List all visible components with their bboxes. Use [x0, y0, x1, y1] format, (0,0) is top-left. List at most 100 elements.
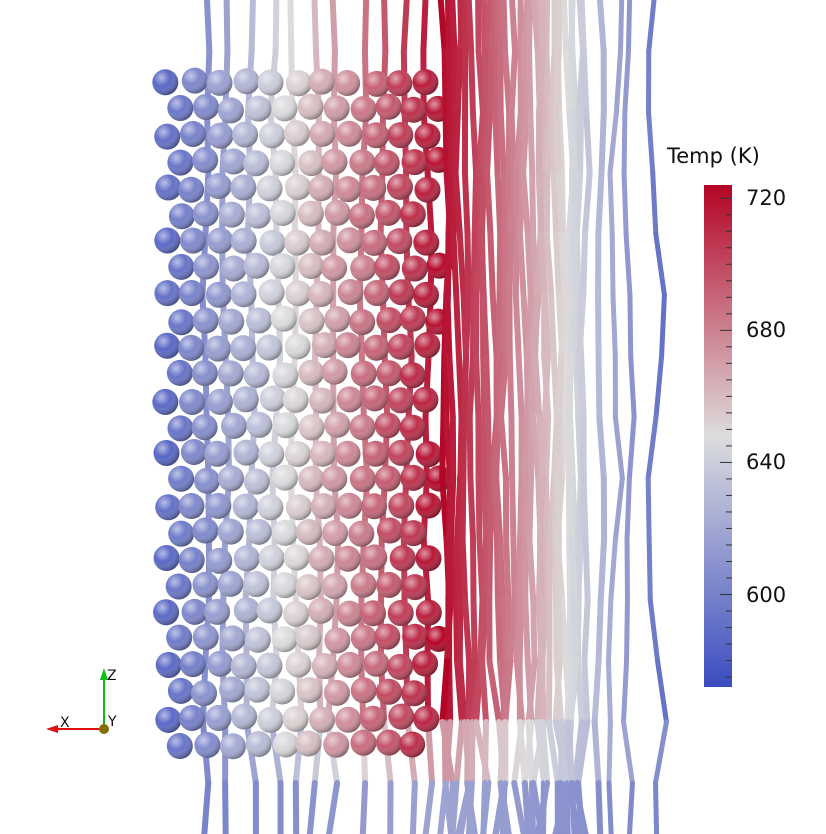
particle-sphere: [243, 468, 270, 495]
particle-sphere: [178, 547, 205, 574]
particle-sphere: [323, 679, 350, 706]
streamline-segment: [464, 719, 472, 786]
streamline-segment: [475, 48, 486, 115]
streamline-segment: [518, 536, 525, 603]
particle-sphere: [269, 678, 296, 705]
particle-sphere: [205, 173, 232, 200]
particle-sphere: [179, 651, 206, 678]
particle-sphere: [362, 440, 389, 467]
streamlines-front: [437, 0, 669, 834]
particle-sphere: [256, 175, 283, 202]
particle-sphere: [206, 388, 233, 415]
streamline-segment: [465, 780, 475, 834]
streamline-segment: [441, 48, 449, 115]
streamline-segment: [532, 353, 543, 420]
streamline-segment: [464, 231, 472, 298]
streamline-segment: [548, 292, 557, 359]
streamline-segment: [529, 170, 537, 237]
streamline-segment: [613, 48, 624, 115]
particle-sphere: [285, 651, 312, 678]
particle-sphere: [375, 678, 402, 705]
streamline-segment: [459, 536, 469, 603]
particle-sphere: [152, 388, 179, 415]
streamline-segment: [481, 719, 489, 786]
streamline-segment: [449, 0, 458, 54]
streamline-segment: [536, 475, 546, 542]
particle-sphere: [376, 517, 403, 544]
streamline-segment: [531, 0, 541, 54]
particle-sphere: [204, 440, 231, 467]
colorbar-tick-label: 640: [746, 450, 787, 475]
streamline-segment: [452, 597, 461, 664]
streamline-segment: [608, 536, 618, 603]
streamline-segment: [534, 719, 547, 786]
particle-sphere: [413, 281, 440, 308]
particle-sphere: [179, 120, 206, 147]
streamline-segment: [515, 353, 525, 420]
streamline-segment: [486, 658, 502, 725]
particle-sphere: [271, 95, 298, 122]
particle-sphere: [388, 279, 415, 306]
particle-sphere: [168, 203, 195, 230]
streamline-segment: [504, 597, 512, 664]
particle-sphere: [285, 280, 312, 307]
particle-sphere: [217, 465, 244, 492]
streamline-segment: [326, 780, 341, 834]
particle-sphere: [414, 332, 441, 359]
particle-sphere: [218, 308, 245, 335]
streamline-segment: [568, 292, 578, 359]
particle-sphere: [350, 729, 377, 756]
particle-sphere: [399, 731, 426, 758]
streamline-segment: [526, 475, 535, 542]
particle-sphere: [386, 228, 413, 255]
streamline-segment: [486, 48, 496, 115]
particle-sphere: [258, 279, 285, 306]
streamline-segment: [625, 0, 633, 54]
streamline-segment: [653, 231, 667, 298]
streamline-segment: [465, 0, 475, 54]
streamline-segment: [469, 109, 480, 176]
streamline-segment: [292, 719, 305, 786]
streamline-segment: [596, 414, 607, 481]
streamline-segment: [655, 658, 669, 725]
streamline-segment: [461, 353, 470, 420]
streamline-segment: [444, 231, 454, 298]
particle-sphere: [179, 388, 206, 415]
streamline-segment: [542, 536, 550, 603]
particle-sphere: [349, 465, 376, 492]
particle-sphere: [269, 149, 296, 176]
particle-sphere: [192, 200, 219, 227]
particle-sphere: [220, 148, 247, 175]
streamline-segment: [467, 475, 477, 542]
streamline-segment: [483, 475, 492, 542]
particle-sphere: [232, 386, 259, 413]
particle-sphere: [336, 651, 363, 678]
streamline-segment: [538, 597, 546, 664]
streamline-segment: [653, 353, 665, 420]
streamline-segment: [204, 0, 213, 54]
particle-sphere: [308, 597, 335, 624]
particle-sphere: [373, 149, 400, 176]
particle-sphere: [256, 652, 283, 679]
streamline-segment: [541, 292, 551, 359]
particle-sphere: [375, 729, 402, 756]
streamline-segment: [526, 536, 537, 603]
streamline-segment: [650, 170, 659, 237]
streamline-segment: [502, 658, 514, 725]
colorbar-tick-label: 720: [746, 186, 787, 211]
streamline-segment: [450, 48, 458, 115]
particle-sphere: [374, 623, 401, 650]
particle-sphere: [258, 441, 285, 468]
particle-sphere: [271, 626, 298, 653]
particle-sphere: [206, 547, 233, 574]
particle-sphere: [191, 360, 218, 387]
particle-sphere: [309, 229, 336, 256]
streamline-segment: [545, 658, 553, 725]
particle-sphere: [259, 122, 286, 149]
particle-sphere: [167, 149, 194, 176]
particle-sphere: [376, 307, 403, 334]
particle-sphere: [243, 361, 270, 388]
streamline-segment: [479, 597, 489, 664]
streamline-segment: [502, 48, 513, 115]
